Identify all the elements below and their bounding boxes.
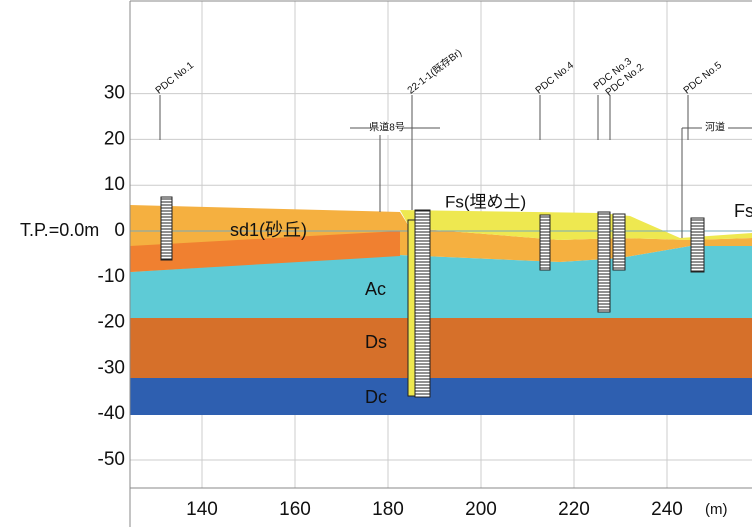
borehole bbox=[161, 197, 172, 260]
x-tick-label: 240 bbox=[651, 499, 683, 520]
borehole bbox=[415, 210, 430, 397]
x-unit: (m) bbox=[705, 501, 728, 518]
y-tick-label: 10 bbox=[104, 174, 125, 195]
y-tick-label: -30 bbox=[98, 357, 125, 378]
borehole bbox=[691, 218, 704, 272]
borehole bbox=[613, 214, 625, 270]
x-tick-label: 200 bbox=[465, 499, 497, 520]
layer-label: sd1(砂丘) bbox=[230, 220, 307, 240]
x-tick-label: 180 bbox=[372, 499, 404, 520]
layer-dc bbox=[130, 378, 752, 415]
layer-label: Fs(埋め土) bbox=[445, 192, 526, 211]
y-tick-label: 20 bbox=[104, 128, 125, 149]
layer-label: Ac bbox=[365, 279, 386, 299]
road-label: 河道 bbox=[705, 121, 725, 134]
layer-label: Ds bbox=[365, 332, 387, 352]
y-tick-label: -40 bbox=[98, 403, 125, 424]
borehole bbox=[598, 212, 610, 312]
y-tick-label: -10 bbox=[98, 266, 125, 287]
layer-ds bbox=[130, 318, 752, 378]
x-tick-label: 160 bbox=[279, 499, 311, 520]
road-label: 県道8号 bbox=[369, 121, 405, 134]
y-tick-label: 30 bbox=[104, 83, 125, 104]
y-tick-label: -20 bbox=[98, 312, 125, 333]
borehole bbox=[540, 215, 550, 270]
x-tick-label: 220 bbox=[558, 499, 590, 520]
y-tick-label: -50 bbox=[98, 449, 125, 470]
y-tick-label: 0 bbox=[114, 220, 125, 241]
cross-section: T.P.=0.0m (m) sd1(砂丘) Fs(埋め土) Ac Ds Dc F… bbox=[0, 0, 752, 527]
layer-label: Dc bbox=[365, 387, 387, 407]
borehole bbox=[408, 220, 415, 396]
layer-label: Fs bbox=[734, 201, 752, 221]
x-tick-label: 140 bbox=[186, 499, 218, 520]
datum-label: T.P.=0.0m bbox=[20, 220, 99, 240]
